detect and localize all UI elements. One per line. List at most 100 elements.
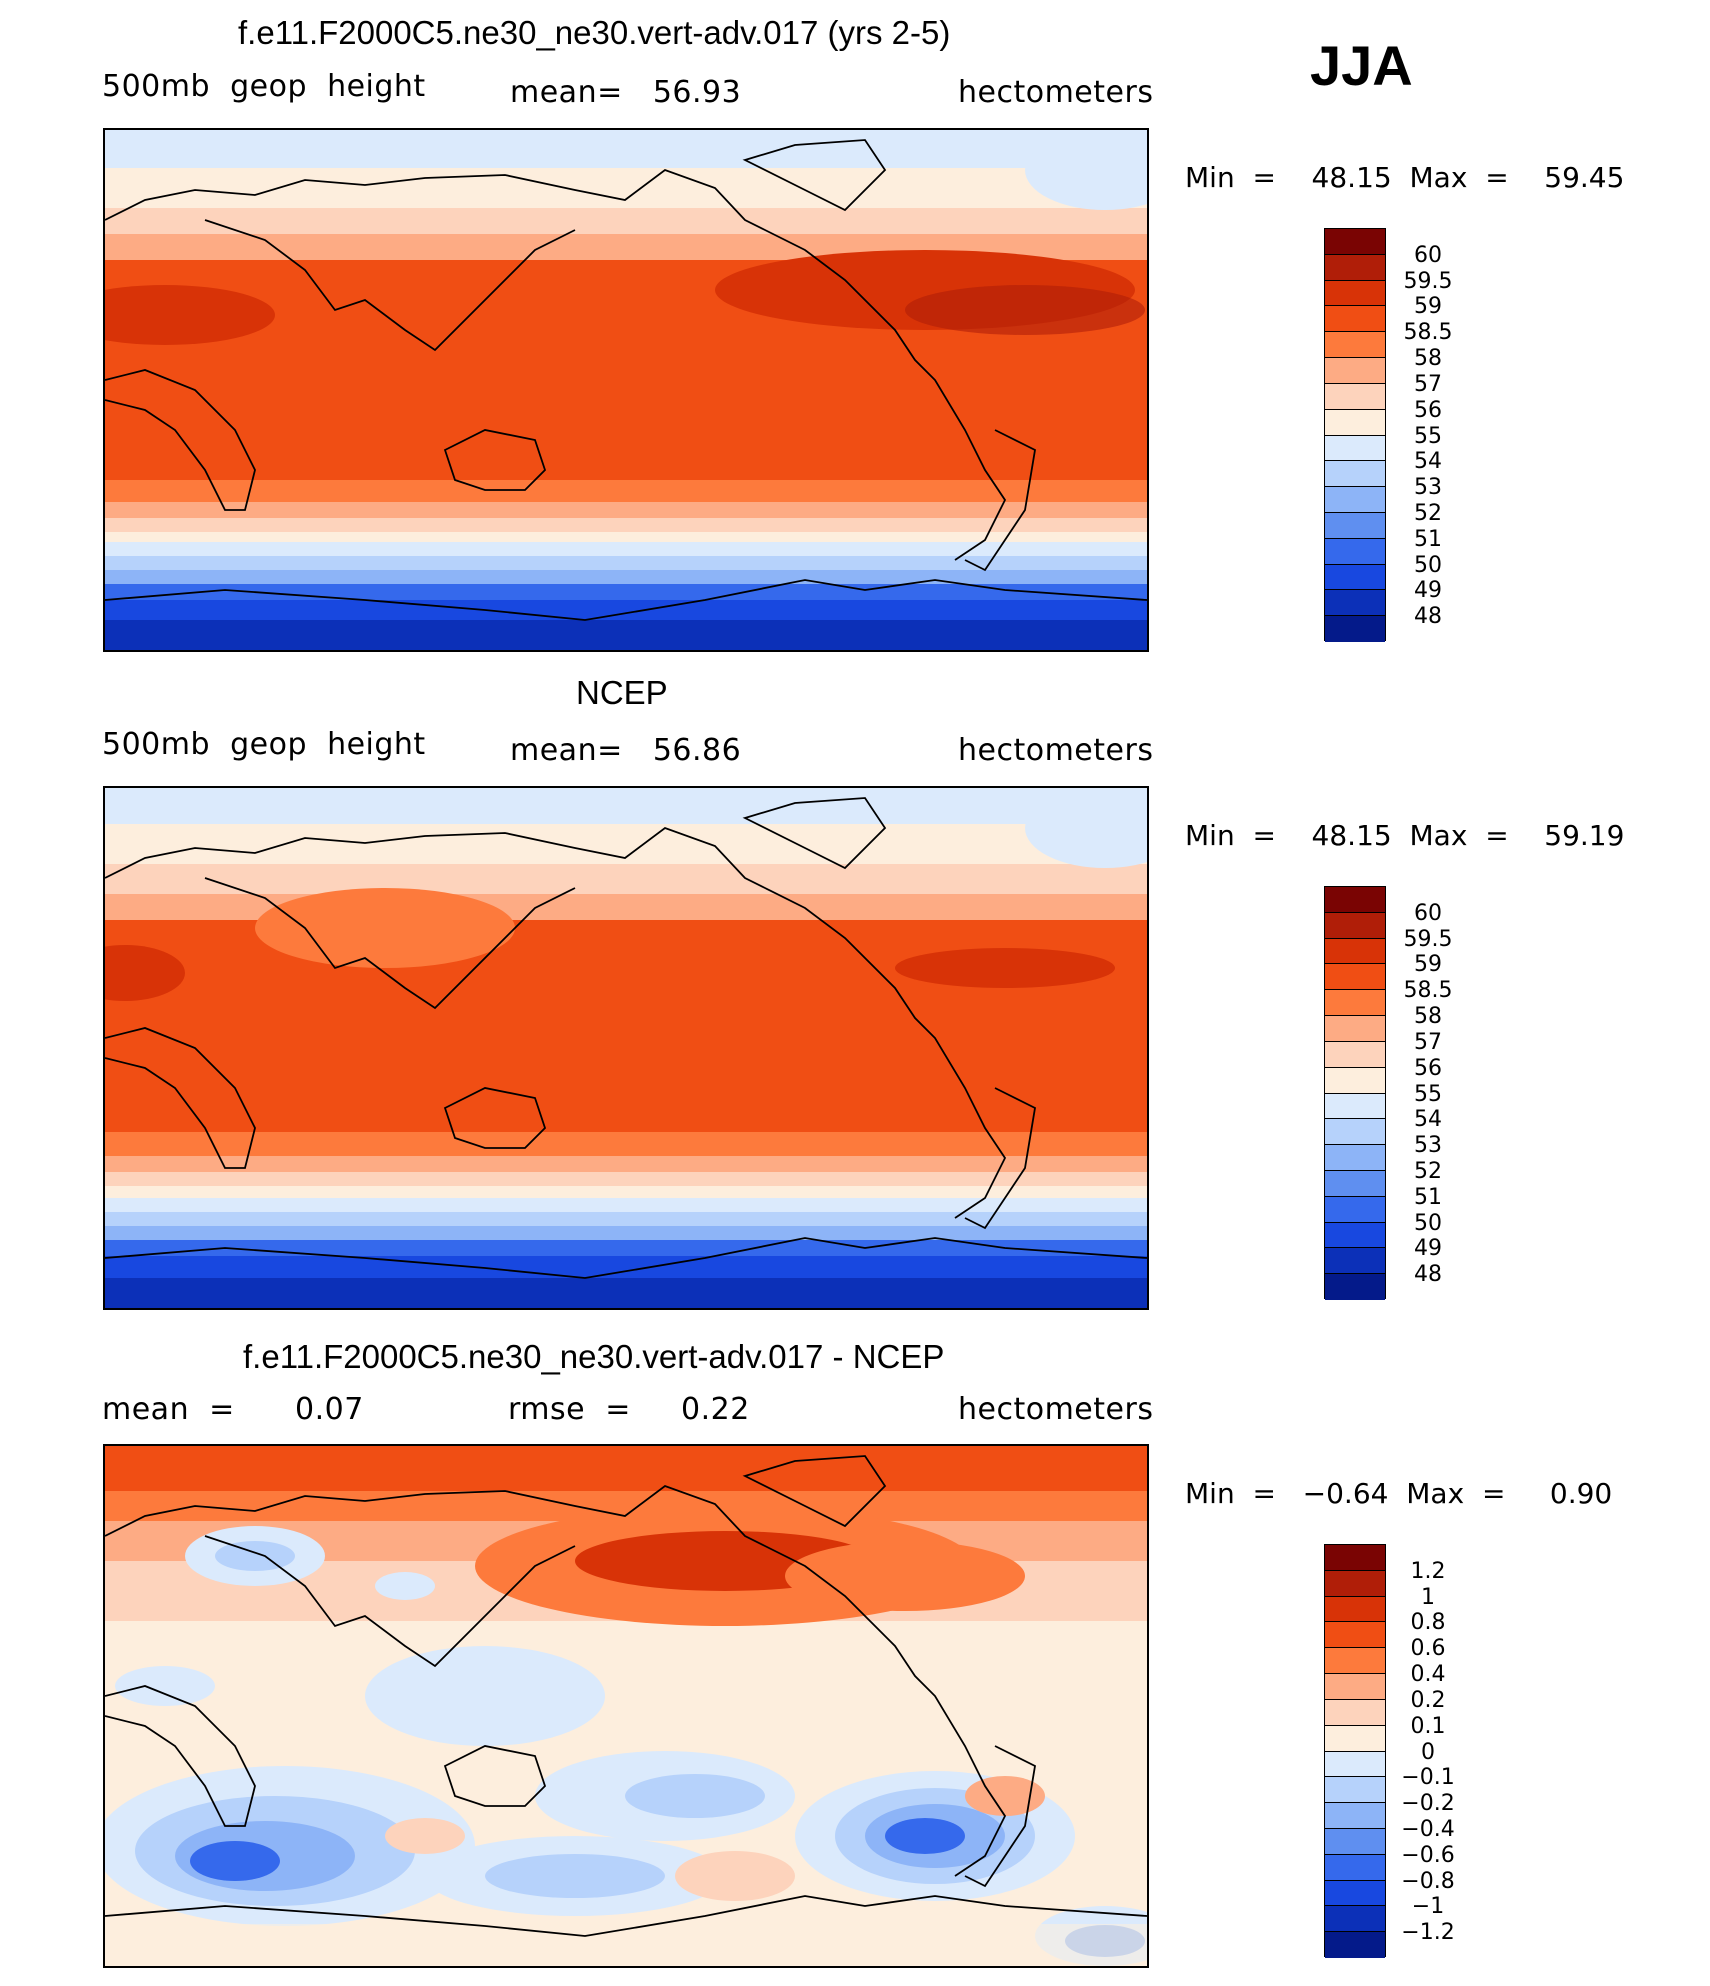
colorbar-segment: [1325, 512, 1385, 539]
colorbar-segment: [1325, 1119, 1385, 1146]
colorbar-segment: [1325, 1803, 1385, 1829]
colorbar-tick-label: 55: [1414, 1081, 1442, 1107]
colorbar-segment: [1325, 306, 1385, 333]
colorbar-tick-label: 56: [1414, 397, 1442, 423]
panel-1-contour-field: [105, 130, 1147, 650]
colorbar-tick-label: 0.2: [1410, 1687, 1446, 1713]
colorbar-tick-label: 0.1: [1410, 1713, 1446, 1739]
panel-2-colorbar-labels: 60 59.5 59 58.5 58 57 56 55 54 53 52 51 50 49 48: [1388, 886, 1468, 1299]
colorbar-tick-label: 54: [1414, 449, 1442, 475]
panel-2-contour-field: [105, 788, 1147, 1308]
colorbar-tick-label: 1.2: [1410, 1558, 1446, 1584]
panel-3-minmax: Min = −0.64 Max = 0.90: [1185, 1477, 1613, 1510]
colorbar-segment: [1325, 1016, 1385, 1042]
panel-2-coastlines: [105, 797, 1147, 1279]
panel-3-colorbar: [1324, 1544, 1386, 1958]
colorbar-tick-label: 0.8: [1410, 1610, 1446, 1636]
colorbar-tick-label: 50: [1414, 552, 1442, 578]
colorbar-tick-label: 52: [1414, 500, 1442, 526]
colorbar-segment: [1325, 1248, 1385, 1275]
colorbar-segment: [1325, 1545, 1385, 1571]
panel-2-map: [103, 786, 1149, 1310]
colorbar-tick-label: −0.4: [1401, 1816, 1455, 1842]
colorbar-tick-label: 51: [1414, 526, 1442, 552]
colorbar-segment: [1325, 938, 1385, 965]
colorbar-segment: [1325, 1170, 1385, 1197]
colorbar-segment: [1325, 1674, 1385, 1700]
colorbar-tick-label: −0.6: [1401, 1842, 1455, 1868]
colorbar-tick-label: 59.5: [1403, 268, 1453, 294]
colorbar-segment: [1325, 332, 1385, 359]
colorbar-tick-label: 60: [1414, 242, 1442, 268]
panel-1-units-label: hectometers: [958, 75, 1154, 110]
colorbar-segment: [1325, 383, 1385, 410]
colorbar-segment: [1325, 964, 1385, 991]
colorbar-tick-label: 49: [1414, 1236, 1442, 1262]
colorbar-segment: [1325, 1828, 1385, 1855]
colorbar-tick-label: 55: [1414, 423, 1442, 449]
season-label: JJA: [1310, 34, 1413, 97]
colorbar-segment: [1325, 564, 1385, 591]
panel-3-mean-label: mean = 0.07: [102, 1392, 364, 1427]
colorbar-segment: [1325, 1596, 1385, 1623]
colorbar-tick-label: 57: [1414, 371, 1442, 397]
colorbar-segment: [1325, 1932, 1385, 1958]
colorbar-tick-label: 59.5: [1403, 926, 1453, 952]
panel-3-title: f.e11.F2000C5.ne30_ne30.vert-adv.017 - N…: [243, 1338, 945, 1375]
panel-3-contour-field: [105, 1446, 1147, 1966]
panel-3-map: [103, 1444, 1149, 1968]
panel-1-title: f.e11.F2000C5.ne30_ne30.vert-adv.017 (yr…: [238, 14, 951, 51]
colorbar-segment: [1325, 1777, 1385, 1804]
colorbar-tick-label: 0: [1421, 1739, 1435, 1765]
colorbar-segment: [1325, 1093, 1385, 1120]
colorbar-segment: [1325, 1196, 1385, 1223]
colorbar-tick-label: −0.1: [1401, 1765, 1455, 1791]
colorbar-tick-label: −0.2: [1401, 1791, 1455, 1817]
colorbar-tick-label: 48: [1414, 1262, 1442, 1288]
panel-1-coastlines: [105, 139, 1147, 621]
colorbar-tick-label: 48: [1414, 604, 1442, 630]
colorbar-tick-label: 51: [1414, 1184, 1442, 1210]
colorbar-segment: [1325, 912, 1385, 939]
panel-1-map: [103, 128, 1149, 652]
colorbar-segment: [1325, 887, 1385, 913]
panel-3-units-label: hectometers: [958, 1392, 1154, 1427]
colorbar-tick-label: −0.8: [1401, 1868, 1455, 1894]
colorbar-tick-label: 52: [1414, 1158, 1442, 1184]
colorbar-tick-label: 57: [1414, 1029, 1442, 1055]
panel-1-minmax: Min = 48.15 Max = 59.45: [1185, 161, 1625, 194]
colorbar-tick-label: 50: [1414, 1210, 1442, 1236]
colorbar-tick-label: 54: [1414, 1107, 1442, 1133]
colorbar-segment: [1325, 1570, 1385, 1597]
colorbar-segment: [1325, 1648, 1385, 1675]
colorbar-segment: [1325, 590, 1385, 617]
colorbar-segment: [1325, 461, 1385, 488]
panel-2-minmax: Min = 48.15 Max = 59.19: [1185, 819, 1625, 852]
colorbar-segment: [1325, 538, 1385, 565]
colorbar-tick-label: 0.6: [1410, 1636, 1446, 1662]
colorbar-segment: [1325, 1854, 1385, 1881]
colorbar-tick-label: −1: [1411, 1894, 1445, 1920]
colorbar-segment: [1325, 435, 1385, 462]
colorbar-segment: [1325, 254, 1385, 281]
panel-1-colorbar: [1324, 228, 1386, 642]
colorbar-tick-label: 58: [1414, 346, 1442, 372]
colorbar-segment: [1325, 1725, 1385, 1752]
colorbar-segment: [1325, 280, 1385, 307]
panel-2-left-label: 500mb geop height: [102, 727, 426, 762]
panel-1-mean-label: mean= 56.93: [510, 75, 742, 110]
panel-1-left-label: 500mb geop height: [102, 69, 426, 104]
colorbar-segment: [1325, 1699, 1385, 1726]
colorbar-segment: [1325, 487, 1385, 513]
panel-2-title: NCEP: [576, 674, 668, 711]
colorbar-segment: [1325, 1041, 1385, 1068]
panel-1-colorbar-labels: 60 59.5 59 58.5 58 57 56 55 54 53 52 51 50 49 48: [1388, 228, 1468, 641]
colorbar-segment: [1325, 1622, 1385, 1649]
colorbar-tick-label: 59: [1414, 294, 1442, 320]
colorbar-tick-label: 53: [1414, 1133, 1442, 1159]
colorbar-segment: [1325, 1751, 1385, 1778]
colorbar-segment: [1325, 1145, 1385, 1171]
panel-3-rmse-label: rmse = 0.22: [508, 1392, 750, 1427]
colorbar-tick-label: 1: [1421, 1584, 1435, 1610]
colorbar-segment: [1325, 229, 1385, 255]
